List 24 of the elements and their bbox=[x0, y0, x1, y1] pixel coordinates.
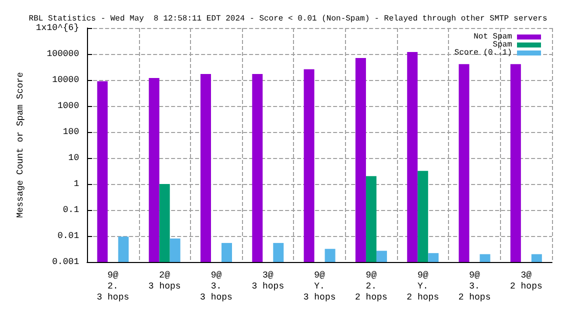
x-tick-label: 9@ 3. 2 hops bbox=[458, 270, 491, 302]
y-tick-label: 10 bbox=[68, 153, 80, 163]
x-tick-label: 9@ 2. 2 hops bbox=[355, 270, 388, 302]
chart-title: RBL Statistics - Wed May 8 12:58:11 EDT 2024 - Score < 0.01 (Non-Spam) - Relayed through other SMTP servers bbox=[28, 14, 548, 24]
y-tick-label: 0.1 bbox=[62, 205, 80, 215]
x-tick-label: 9@ Y. 3 hops bbox=[303, 270, 336, 302]
legend-label: Not Spam bbox=[474, 32, 512, 42]
legend-label: Spam bbox=[492, 40, 512, 50]
x-tick-label: 9@ Y. 2 hops bbox=[406, 270, 440, 302]
y-tick-label: 10000 bbox=[52, 75, 80, 85]
x-tick-label: 3@ 3 hops bbox=[252, 270, 284, 292]
y-tick-label: 0.001 bbox=[52, 257, 80, 267]
x-tick-label: 2@ 3 hops bbox=[148, 270, 181, 292]
y-tick-label: 1 bbox=[74, 179, 80, 189]
y-tick-label: 1000 bbox=[58, 101, 80, 111]
y-tick-label: 100 bbox=[62, 127, 80, 137]
x-tick-label: 9@ 2. 3 hops bbox=[96, 270, 130, 302]
y-tick-label: 100000 bbox=[46, 49, 80, 59]
x-tick-label: 3@ 2 hops bbox=[510, 270, 542, 292]
y-tick-label: 0.01 bbox=[58, 231, 80, 241]
y-axis-title: Message Count or Spam Score bbox=[16, 72, 26, 218]
legend-label: Score (0..1) bbox=[454, 48, 512, 58]
y-tick-label: 1x10^{6} bbox=[36, 23, 80, 33]
x-tick-label: 9@ 3. 3 hops bbox=[200, 270, 232, 302]
